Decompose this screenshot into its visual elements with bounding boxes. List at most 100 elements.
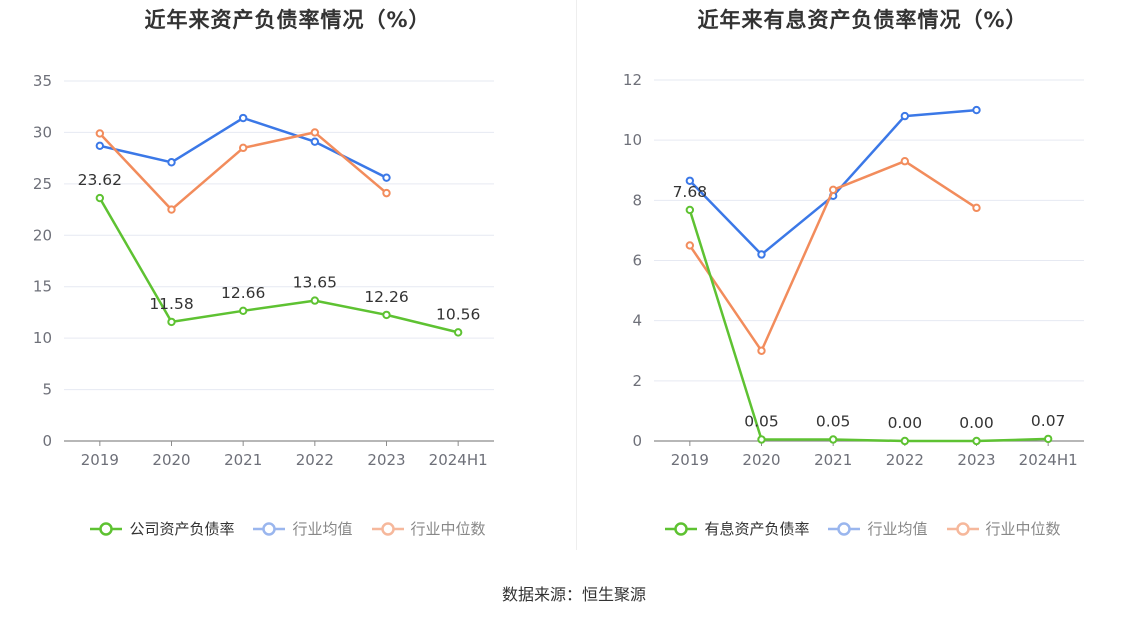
data-label: 0.00 [888,414,923,432]
x-tick-label: 2021 [814,451,852,469]
legend-line-marker-green [90,521,123,536]
data-label: 23.62 [78,171,122,189]
legend-label: 行业均值 [292,520,353,538]
y-tick-label: 0 [632,432,642,450]
x-tick-label: 2022 [886,451,924,469]
legend-label: 有息资产负债率 [704,520,810,538]
series-line [688,108,977,256]
legend-item-company[interactable]: 有息资产负债率 [664,518,809,539]
series-line [688,209,1049,443]
data-point [685,205,695,215]
legend-label: 行业均值 [867,520,928,538]
legend-label: 公司资产负债率 [129,520,235,538]
data-point [167,317,176,327]
data-point [95,129,105,138]
data-label: 13.65 [293,274,337,292]
legend-item-industry-mean[interactable]: 行业均值 [827,518,928,539]
x-tick-label: 2023 [367,451,405,469]
legend-item-industry-median[interactable]: 行业中位数 [946,518,1061,539]
data-point [238,113,248,123]
data-point [900,436,910,446]
data-point [757,250,766,259]
y-tick-label: 8 [632,191,642,209]
data-point [685,176,695,185]
data-label: 0.05 [816,412,851,430]
chart-title: 近年来有息资产负债率情况（%） [697,8,1028,32]
legend-item-industry-median[interactable]: 行业中位数 [371,518,486,539]
data-label: 0.00 [959,414,994,432]
data-point [453,328,463,337]
y-tick-label: 4 [632,312,642,330]
y-tick-label: 30 [33,123,52,141]
legend-line-marker-green [665,521,698,536]
data-label: 12.26 [364,288,408,306]
data-point [310,296,320,305]
legend-line-marker-blue [253,521,286,536]
data-label: 11.58 [149,295,193,313]
y-tick-label: 10 [33,329,52,347]
data-point [828,435,838,444]
data-point [382,188,391,198]
data-point [972,436,981,446]
data-point [310,128,320,137]
legend: 公司资产负债率 行业均值 行业中位数 [0,518,575,539]
legend-line-marker-orange [946,521,979,536]
legend-line-marker-orange [371,521,404,536]
chart-panel-interest-bearing: 近年来有息资产负债率情况（%） 0 2 4 6 8 10 12 2019 2020 2021 202… [577,0,1148,555]
data-point [828,185,838,195]
y-tick-label: 12 [623,71,642,89]
data-point [757,435,766,444]
data-point [95,141,105,151]
data-point [238,306,248,315]
y-tick-label: 35 [33,72,52,90]
data-point [972,203,981,213]
x-tick-label: 2019 [81,451,119,469]
x-tick-label: 2021 [224,451,262,469]
y-tick-label: 6 [632,252,642,270]
legend-label: 行业中位数 [985,520,1061,538]
y-tick-label: 25 [33,175,52,193]
x-tick-label: 2024H1 [429,451,488,469]
data-point [382,173,391,182]
y-tick-label: 0 [42,432,52,450]
data-point [685,241,695,250]
y-tick-label: 10 [623,131,642,149]
chart-title: 近年来资产负债率情况（%） [144,8,431,32]
data-source-note: 数据来源：恒生聚源 [501,585,646,604]
data-point [900,111,910,121]
x-tick-label: 2020 [742,451,780,469]
data-point [1043,434,1053,444]
data-point [310,137,320,146]
x-tick-label: 2020 [152,451,190,469]
x-tick-label: 2023 [957,451,995,469]
panel-divider [576,0,577,550]
data-label: 0.07 [1031,412,1066,430]
data-label: 0.05 [744,412,779,430]
data-label: 12.66 [221,284,265,302]
data-point [167,205,176,214]
data-label: 7.68 [673,183,708,201]
line-chart-interest-bearing: 0 2 4 6 8 10 12 2019 2020 2021 2022 2023 2024H1 7.68 0… [623,71,1084,469]
series-line [98,197,459,334]
y-tick-label: 5 [42,381,52,399]
x-tick-label: 2019 [671,451,709,469]
legend-item-company[interactable]: 公司资产负债率 [89,518,234,539]
data-point [238,143,248,153]
data-point [757,346,766,355]
data-point [95,193,105,203]
y-tick-label: 20 [33,226,52,244]
y-tick-label: 15 [33,278,52,296]
legend-item-industry-mean[interactable]: 行业均值 [252,518,353,539]
legend: 有息资产负债率 行业均值 行业中位数 [577,518,1148,539]
chart-panel-asset-liability: 近年来资产负债率情况（%） 0 5 10 15 20 25 30 35 2019 2020 2021… [0,0,575,555]
data-label: 10.56 [436,305,480,323]
x-tick-label: 2024H1 [1019,451,1078,469]
y-tick-label: 2 [632,372,642,390]
data-point [900,157,910,166]
x-tick-label: 2022 [296,451,334,469]
data-point [382,310,391,320]
data-point [972,105,981,115]
legend-line-marker-blue [828,521,861,536]
data-point [167,158,176,167]
line-chart-asset-liability: 0 5 10 15 20 25 30 35 2019 2020 2021 2022 2023 2024H1… [33,72,494,469]
